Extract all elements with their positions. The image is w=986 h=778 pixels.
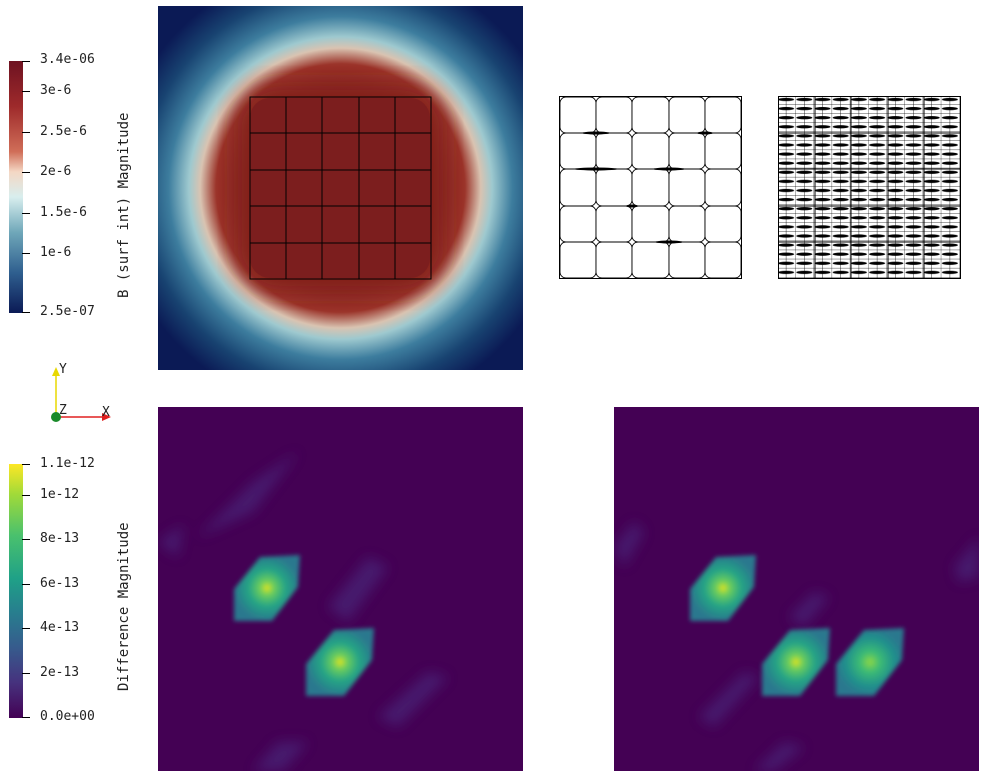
difference-plot-1	[158, 407, 523, 771]
colorbar-bottom-tick: 6e-13	[40, 576, 80, 591]
colorbar-bottom-gradient	[9, 464, 23, 718]
colorbar-top-title: B (surf int) Magnitude	[116, 112, 132, 298]
colorbar-bottom-tick: 1e-12	[40, 487, 80, 502]
axis-y-label: Y	[59, 362, 67, 377]
dense-mesh-plot	[778, 96, 961, 279]
colorbar-bottom-tick: 4e-13	[40, 620, 80, 635]
dense-mesh-view	[777, 95, 962, 280]
colorbar-top-tick: 1e-6	[40, 245, 72, 260]
colorbar-top-tick: 2.5e-07	[40, 304, 95, 319]
colorbar-top-tick: 1.5e-6	[40, 205, 87, 220]
colorbar-bottom-title: Difference Magnitude	[116, 522, 132, 691]
axis-z-label: Z	[59, 403, 67, 418]
colorbar-bottom-tick: 8e-13	[40, 531, 80, 546]
colorbar-bottom-tick: 0.0e+00	[40, 709, 95, 724]
colorbar-top-tick: 2.5e-6	[40, 124, 87, 139]
b-field-view	[158, 6, 523, 370]
colorbar-bottom-tick: 2e-13	[40, 665, 80, 680]
difference-view-2	[614, 407, 979, 771]
colorbar-top-tick: 3e-6	[40, 83, 72, 98]
colorbar-top-gradient	[9, 61, 23, 313]
colorbar-top-tick: 3.4e-06	[40, 52, 95, 67]
coarse-mesh-plot	[559, 96, 742, 279]
axis-x-label: X	[102, 405, 110, 420]
difference-view-1	[158, 407, 523, 771]
colorbar-top-tick: 2e-6	[40, 164, 72, 179]
coarse-mesh-view	[558, 95, 743, 280]
colorbar-bottom-tick: 1.1e-12	[40, 456, 95, 471]
mesh-grid	[249, 96, 432, 280]
axes-triad: Y Z X	[40, 360, 120, 430]
difference-plot-2	[614, 407, 979, 771]
axes-triad-icon	[51, 367, 111, 422]
b-field-plot	[158, 6, 523, 370]
